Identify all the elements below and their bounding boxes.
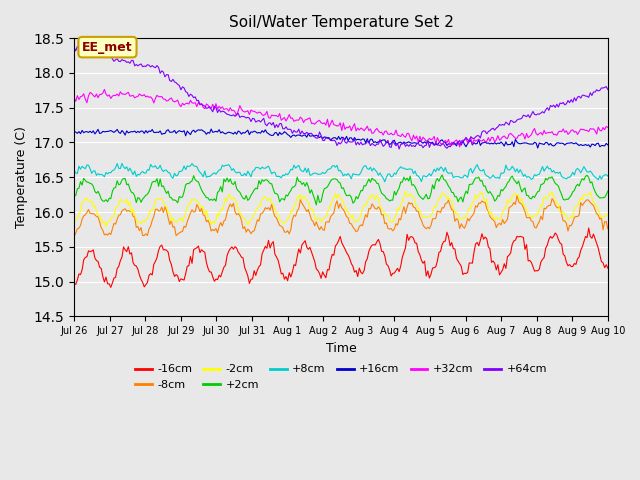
Line: +64cm: +64cm: [74, 47, 608, 149]
-2cm: [371, 197, 379, 203]
Title: Soil/Water Temperature Set 2: Soil/Water Temperature Set 2: [228, 15, 453, 30]
+2cm: [230, 181, 237, 187]
Line: -2cm: -2cm: [74, 192, 608, 227]
+64cm: [70, 45, 78, 50]
+32cm: [70, 95, 78, 101]
+8cm: [77, 166, 84, 172]
-8cm: [230, 200, 237, 206]
+16cm: [508, 139, 516, 144]
+8cm: [604, 173, 612, 179]
+8cm: [371, 167, 379, 173]
+64cm: [371, 143, 379, 149]
-8cm: [77, 222, 84, 228]
-16cm: [190, 247, 198, 252]
+32cm: [604, 124, 612, 130]
-2cm: [604, 211, 612, 216]
+32cm: [231, 109, 239, 115]
Y-axis label: Temperature (C): Temperature (C): [15, 126, 28, 228]
Line: +32cm: +32cm: [74, 89, 608, 147]
+8cm: [231, 169, 239, 175]
-2cm: [102, 224, 110, 229]
+8cm: [510, 166, 518, 171]
+64cm: [510, 120, 518, 125]
+2cm: [312, 202, 320, 208]
-16cm: [77, 272, 84, 277]
+16cm: [188, 129, 196, 134]
-8cm: [370, 203, 378, 209]
-2cm: [190, 197, 198, 203]
-2cm: [70, 220, 78, 226]
-16cm: [231, 244, 239, 250]
+16cm: [371, 139, 379, 144]
X-axis label: Time: Time: [326, 342, 356, 355]
+16cm: [515, 141, 522, 146]
+16cm: [534, 145, 541, 151]
Line: +8cm: +8cm: [74, 163, 608, 182]
-8cm: [507, 204, 515, 209]
+64cm: [74, 44, 81, 49]
Line: -16cm: -16cm: [74, 228, 608, 288]
+64cm: [78, 46, 86, 51]
-16cm: [107, 285, 115, 290]
+8cm: [190, 163, 198, 168]
+64cm: [231, 113, 239, 119]
+2cm: [70, 192, 78, 198]
+32cm: [190, 100, 198, 106]
+2cm: [188, 178, 196, 184]
+2cm: [77, 179, 84, 184]
+64cm: [396, 146, 403, 152]
-16cm: [515, 234, 522, 240]
-2cm: [77, 209, 84, 215]
+32cm: [510, 134, 518, 140]
+8cm: [381, 179, 388, 185]
-8cm: [515, 199, 522, 204]
-16cm: [604, 265, 612, 271]
+8cm: [70, 167, 78, 173]
+32cm: [516, 132, 524, 138]
Line: +16cm: +16cm: [74, 129, 608, 148]
+16cm: [231, 129, 239, 135]
+16cm: [70, 129, 78, 134]
+64cm: [516, 116, 524, 122]
-16cm: [70, 281, 78, 287]
-16cm: [585, 225, 593, 231]
+32cm: [77, 94, 84, 99]
+8cm: [516, 167, 524, 172]
+2cm: [371, 178, 379, 183]
-16cm: [371, 242, 379, 248]
+2cm: [604, 188, 612, 194]
-8cm: [604, 226, 612, 232]
+2cm: [438, 172, 446, 178]
+32cm: [456, 144, 463, 150]
-2cm: [516, 198, 524, 204]
-2cm: [510, 192, 518, 197]
+16cm: [77, 131, 84, 137]
Line: +2cm: +2cm: [74, 175, 608, 205]
+32cm: [100, 86, 108, 92]
+8cm: [118, 160, 126, 166]
-2cm: [231, 196, 239, 202]
+64cm: [190, 95, 198, 101]
+16cm: [207, 126, 215, 132]
-8cm: [513, 192, 521, 198]
+64cm: [604, 86, 612, 92]
-8cm: [70, 233, 78, 239]
Text: EE_met: EE_met: [82, 41, 132, 54]
-2cm: [402, 189, 410, 194]
+16cm: [604, 142, 612, 148]
+2cm: [510, 177, 518, 182]
Line: -8cm: -8cm: [74, 195, 608, 236]
+32cm: [371, 127, 379, 133]
+2cm: [516, 184, 524, 190]
Legend: -16cm, -8cm, -2cm, +2cm, +8cm, +16cm, +32cm, +64cm: -16cm, -8cm, -2cm, +2cm, +8cm, +16cm, +3…: [131, 360, 552, 395]
-8cm: [188, 207, 196, 213]
-16cm: [508, 241, 516, 247]
